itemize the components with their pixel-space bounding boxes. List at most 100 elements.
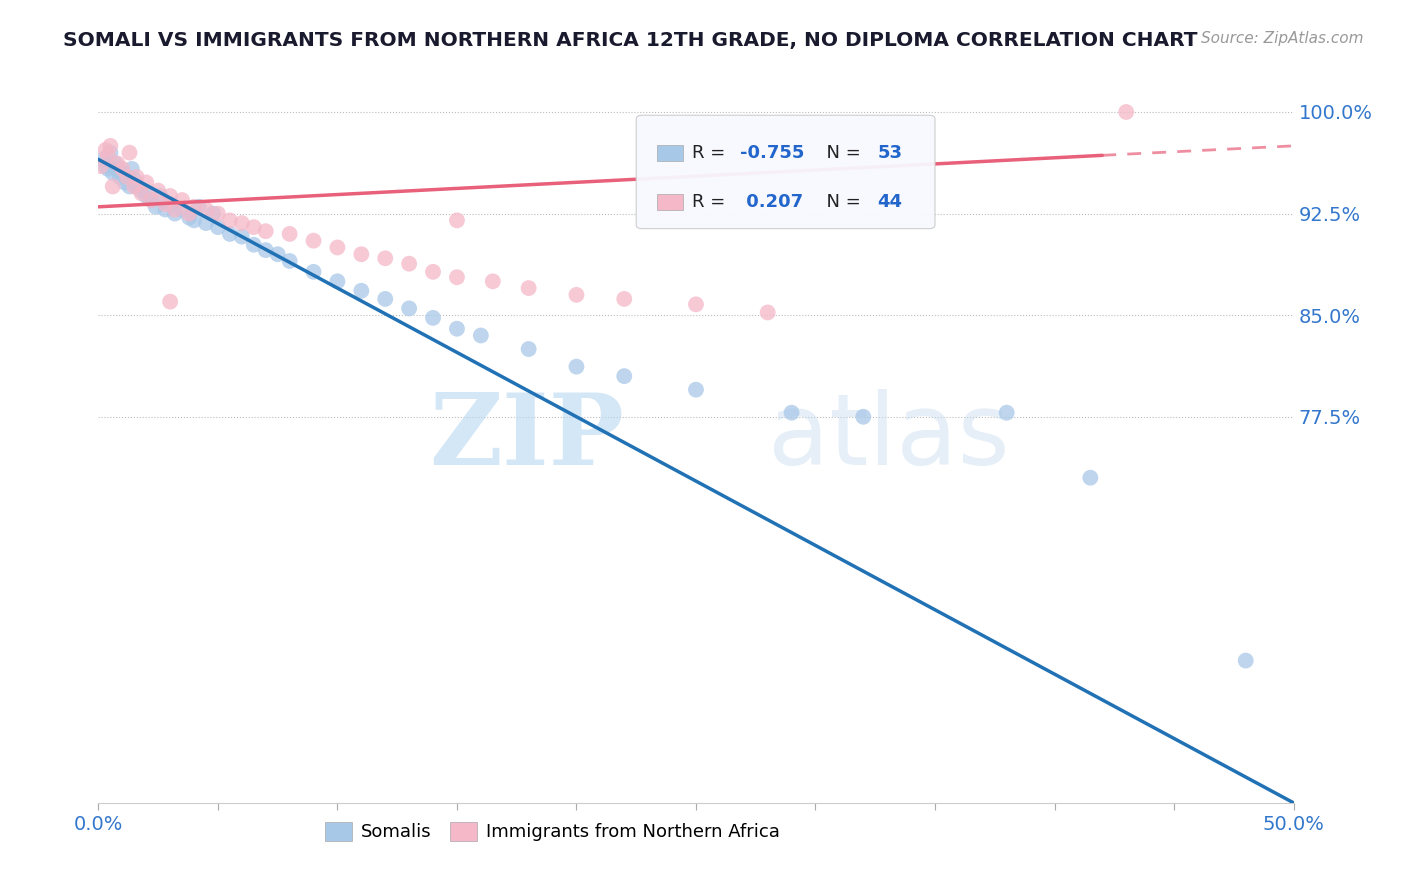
Text: 44: 44 xyxy=(877,193,903,211)
Point xyxy=(243,220,266,235)
Text: R =: R = xyxy=(692,144,731,161)
Point xyxy=(219,227,242,241)
Point xyxy=(179,211,201,225)
Point xyxy=(172,202,194,217)
Point xyxy=(148,184,170,198)
Point xyxy=(101,166,124,180)
Point xyxy=(302,265,325,279)
Point xyxy=(254,224,277,238)
Point xyxy=(207,206,229,220)
Point xyxy=(231,216,253,230)
Point xyxy=(139,193,162,207)
Point xyxy=(1234,654,1257,668)
Point xyxy=(107,161,129,176)
Point xyxy=(115,169,138,184)
Point xyxy=(183,200,205,214)
Point xyxy=(145,200,167,214)
Point xyxy=(565,359,588,374)
Point xyxy=(231,229,253,244)
Text: ZIP: ZIP xyxy=(429,389,624,485)
Point xyxy=(1115,105,1137,120)
Point xyxy=(135,176,157,190)
Point xyxy=(98,139,122,153)
Point xyxy=(107,156,129,170)
Point xyxy=(422,265,444,279)
Point xyxy=(267,247,290,261)
Point xyxy=(114,176,136,190)
Point xyxy=(446,270,468,285)
Point xyxy=(94,143,117,157)
Point xyxy=(115,169,138,184)
Point xyxy=(108,169,131,184)
Point xyxy=(243,237,266,252)
Point xyxy=(398,301,420,316)
Point xyxy=(131,186,153,201)
Point xyxy=(350,247,373,261)
Point xyxy=(118,145,141,160)
Point xyxy=(756,305,779,319)
Point xyxy=(187,200,209,214)
Point xyxy=(118,179,141,194)
Point xyxy=(565,288,588,302)
Point xyxy=(97,161,120,176)
Point xyxy=(219,213,242,227)
Text: Source: ZipAtlas.com: Source: ZipAtlas.com xyxy=(1201,31,1364,46)
Point xyxy=(202,206,225,220)
Text: SOMALI VS IMMIGRANTS FROM NORTHERN AFRICA 12TH GRADE, NO DIPLOMA CORRELATION CHA: SOMALI VS IMMIGRANTS FROM NORTHERN AFRIC… xyxy=(63,31,1198,50)
Point xyxy=(101,179,124,194)
Point xyxy=(517,281,540,295)
Point xyxy=(125,179,148,194)
Point xyxy=(207,220,229,235)
Point xyxy=(326,274,349,288)
Point xyxy=(374,252,396,266)
Point xyxy=(104,156,127,170)
Point xyxy=(111,166,134,180)
Point xyxy=(183,213,205,227)
Text: N =: N = xyxy=(815,144,868,161)
Point xyxy=(121,161,143,176)
Point xyxy=(374,292,396,306)
Text: -0.755: -0.755 xyxy=(740,144,804,161)
Point xyxy=(97,148,120,162)
Text: 53: 53 xyxy=(877,144,903,161)
Point xyxy=(124,172,146,186)
Point xyxy=(149,189,172,203)
Point xyxy=(179,206,201,220)
Point xyxy=(111,161,134,176)
Point xyxy=(155,202,177,217)
Text: atlas: atlas xyxy=(768,389,1010,485)
Point xyxy=(91,153,114,167)
FancyBboxPatch shape xyxy=(637,115,935,228)
Point xyxy=(995,406,1018,420)
Point xyxy=(780,406,803,420)
Point xyxy=(481,274,505,288)
Point xyxy=(98,145,122,160)
Point xyxy=(131,184,153,198)
Point xyxy=(422,310,444,325)
Text: R =: R = xyxy=(692,193,731,211)
Point xyxy=(613,369,636,384)
Point xyxy=(613,292,636,306)
Point xyxy=(163,202,186,217)
Point xyxy=(125,169,148,184)
Point xyxy=(446,213,468,227)
Point xyxy=(172,193,194,207)
Point xyxy=(470,328,492,343)
Point xyxy=(302,234,325,248)
Point xyxy=(124,179,146,194)
Legend: Somalis, Immigrants from Northern Africa: Somalis, Immigrants from Northern Africa xyxy=(318,814,787,848)
Point xyxy=(139,193,162,207)
Point xyxy=(278,227,301,241)
Point xyxy=(350,284,373,298)
Point xyxy=(135,189,157,203)
Point xyxy=(195,216,218,230)
Point xyxy=(1080,471,1102,485)
Point xyxy=(90,159,112,173)
Point xyxy=(94,159,117,173)
FancyBboxPatch shape xyxy=(657,145,683,161)
Point xyxy=(685,383,707,397)
Point xyxy=(278,254,301,268)
Point xyxy=(163,206,186,220)
Point xyxy=(159,197,181,211)
Point xyxy=(446,322,468,336)
